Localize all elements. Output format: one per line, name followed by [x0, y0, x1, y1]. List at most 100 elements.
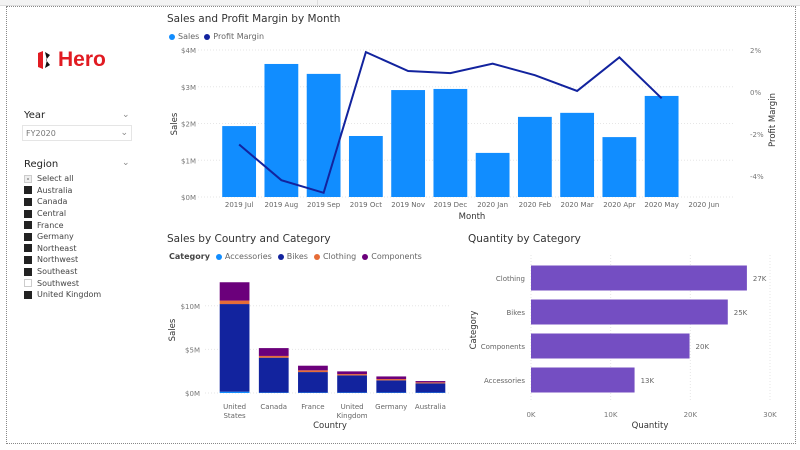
y-tick-label: Components — [481, 343, 526, 351]
stacked-bar-segment — [337, 375, 367, 393]
chevron-down-icon: ⌄ — [120, 128, 128, 138]
checkbox[interactable] — [24, 255, 32, 264]
x-tick-label: 20K — [684, 411, 698, 419]
checkbox[interactable] — [24, 290, 32, 299]
region-option[interactable]: Central — [24, 208, 101, 220]
chart-title: Quantity by Category — [468, 233, 581, 245]
x-tick-label: 2019 Dec — [434, 201, 468, 209]
chart-title: Sales by Country and Category — [167, 233, 331, 245]
sales-bar — [433, 88, 468, 197]
stacked-bar-segment — [298, 365, 328, 371]
region-label: Select all — [37, 174, 74, 184]
x-axis-title: Month — [459, 212, 486, 222]
region-label: Canada — [37, 197, 68, 207]
legend-dot — [277, 253, 284, 260]
year-dropdown[interactable]: FY2020 ⌄ — [22, 125, 132, 141]
y-tick-label: Clothing — [496, 275, 525, 283]
stacked-bar-segment — [219, 391, 250, 393]
legend-dot — [215, 253, 222, 260]
legend-dot — [204, 33, 211, 40]
region-option[interactable]: Australia — [24, 185, 101, 197]
legend-dot — [362, 253, 369, 260]
y2-tick-label: -4% — [750, 173, 764, 181]
y2-tick-label: 0% — [750, 89, 761, 97]
chevron-down-icon[interactable]: ⌄ — [122, 158, 130, 168]
sales-bar — [517, 116, 552, 197]
checkbox[interactable] — [24, 209, 32, 218]
legend-label: Components — [371, 252, 422, 261]
sales-bar — [222, 126, 257, 197]
region-option[interactable]: Northwest — [24, 254, 101, 266]
region-option[interactable]: United Kingdom — [24, 289, 101, 301]
quantity-bar — [531, 299, 728, 325]
region-slicer-title: Region — [24, 159, 59, 170]
x-tick-label: 0K — [526, 411, 535, 419]
legend-label: Accessories — [224, 252, 272, 261]
region-label: France — [37, 220, 64, 230]
sales-bar — [560, 112, 595, 197]
stacked-bar-segment — [337, 371, 367, 375]
x-tick-label: 2019 Sep — [307, 201, 341, 209]
data-label: 25K — [734, 309, 748, 317]
ribbon-tab[interactable] — [0, 0, 318, 6]
hero-logo: Hero — [38, 48, 106, 72]
x-tick-label: 2020 Apr — [603, 201, 635, 209]
x-tick-label: Canada — [260, 403, 287, 411]
checkbox[interactable] — [24, 244, 32, 253]
checkbox[interactable] — [24, 197, 32, 206]
data-label: 13K — [641, 377, 655, 385]
sales-bar — [475, 152, 510, 197]
stacked-bar-segment — [219, 304, 250, 392]
sales-bar — [348, 135, 383, 197]
checkbox[interactable] — [24, 221, 32, 230]
region-option[interactable]: Southwest — [24, 277, 101, 289]
checkbox[interactable] — [24, 232, 32, 241]
legend-label: Clothing — [322, 252, 357, 261]
x-tick-label: Germany — [375, 403, 407, 411]
checkbox[interactable] — [24, 267, 32, 276]
y-axis-title: Sales — [168, 318, 178, 341]
y2-axis-title: Profit Margin — [768, 93, 778, 147]
year-slicer-title: Year — [24, 110, 46, 121]
region-option[interactable]: Canada — [24, 196, 101, 208]
x-tick-label: United States — [223, 403, 246, 420]
region-label: Southeast — [37, 267, 78, 277]
region-label: Germany — [37, 232, 74, 242]
y-tick-label: $10M — [181, 303, 200, 311]
y-tick-label: $0M — [181, 194, 196, 202]
stacked-bar-segment — [376, 380, 407, 393]
stacked-bar-segment — [219, 300, 250, 305]
y-tick-label: Bikes — [506, 309, 525, 317]
x-tick-label: 2019 Aug — [265, 201, 299, 209]
x-tick-label: 10K — [604, 411, 618, 419]
checkbox[interactable] — [24, 279, 32, 288]
hero-logo-icon — [38, 51, 50, 69]
y-tick-label: $3M — [181, 84, 196, 92]
legend-dot — [169, 33, 175, 40]
quantity-bar — [531, 367, 635, 393]
chevron-down-icon[interactable]: ⌄ — [122, 110, 130, 120]
region-option[interactable]: Southeast — [24, 266, 101, 278]
region-label: Australia — [37, 185, 73, 195]
region-option[interactable]: Northeast — [24, 243, 101, 255]
checkbox[interactable] — [24, 186, 32, 195]
checkbox[interactable] — [24, 174, 32, 183]
y-tick-label: $5M — [185, 346, 200, 354]
x-tick-label: 30K — [763, 411, 777, 419]
x-tick-label: France — [301, 403, 324, 411]
x-axis-title: Quantity — [632, 421, 669, 431]
region-label: Northwest — [37, 255, 79, 265]
region-option[interactable]: Germany — [24, 231, 101, 243]
sales-bar — [602, 137, 637, 197]
ribbon-tab[interactable] — [318, 0, 590, 6]
region-option[interactable]: Select all — [24, 173, 101, 185]
stacked-bar-segment — [415, 382, 446, 384]
x-tick-label: 2020 Mar — [561, 201, 594, 209]
quantity-bar — [531, 333, 690, 359]
stacked-bar-segment — [415, 383, 446, 393]
stacked-bar-segment — [258, 357, 289, 393]
region-option[interactable]: France — [24, 219, 101, 231]
stacked-bar-segment — [337, 374, 367, 376]
y-tick-label: $0M — [185, 390, 200, 398]
